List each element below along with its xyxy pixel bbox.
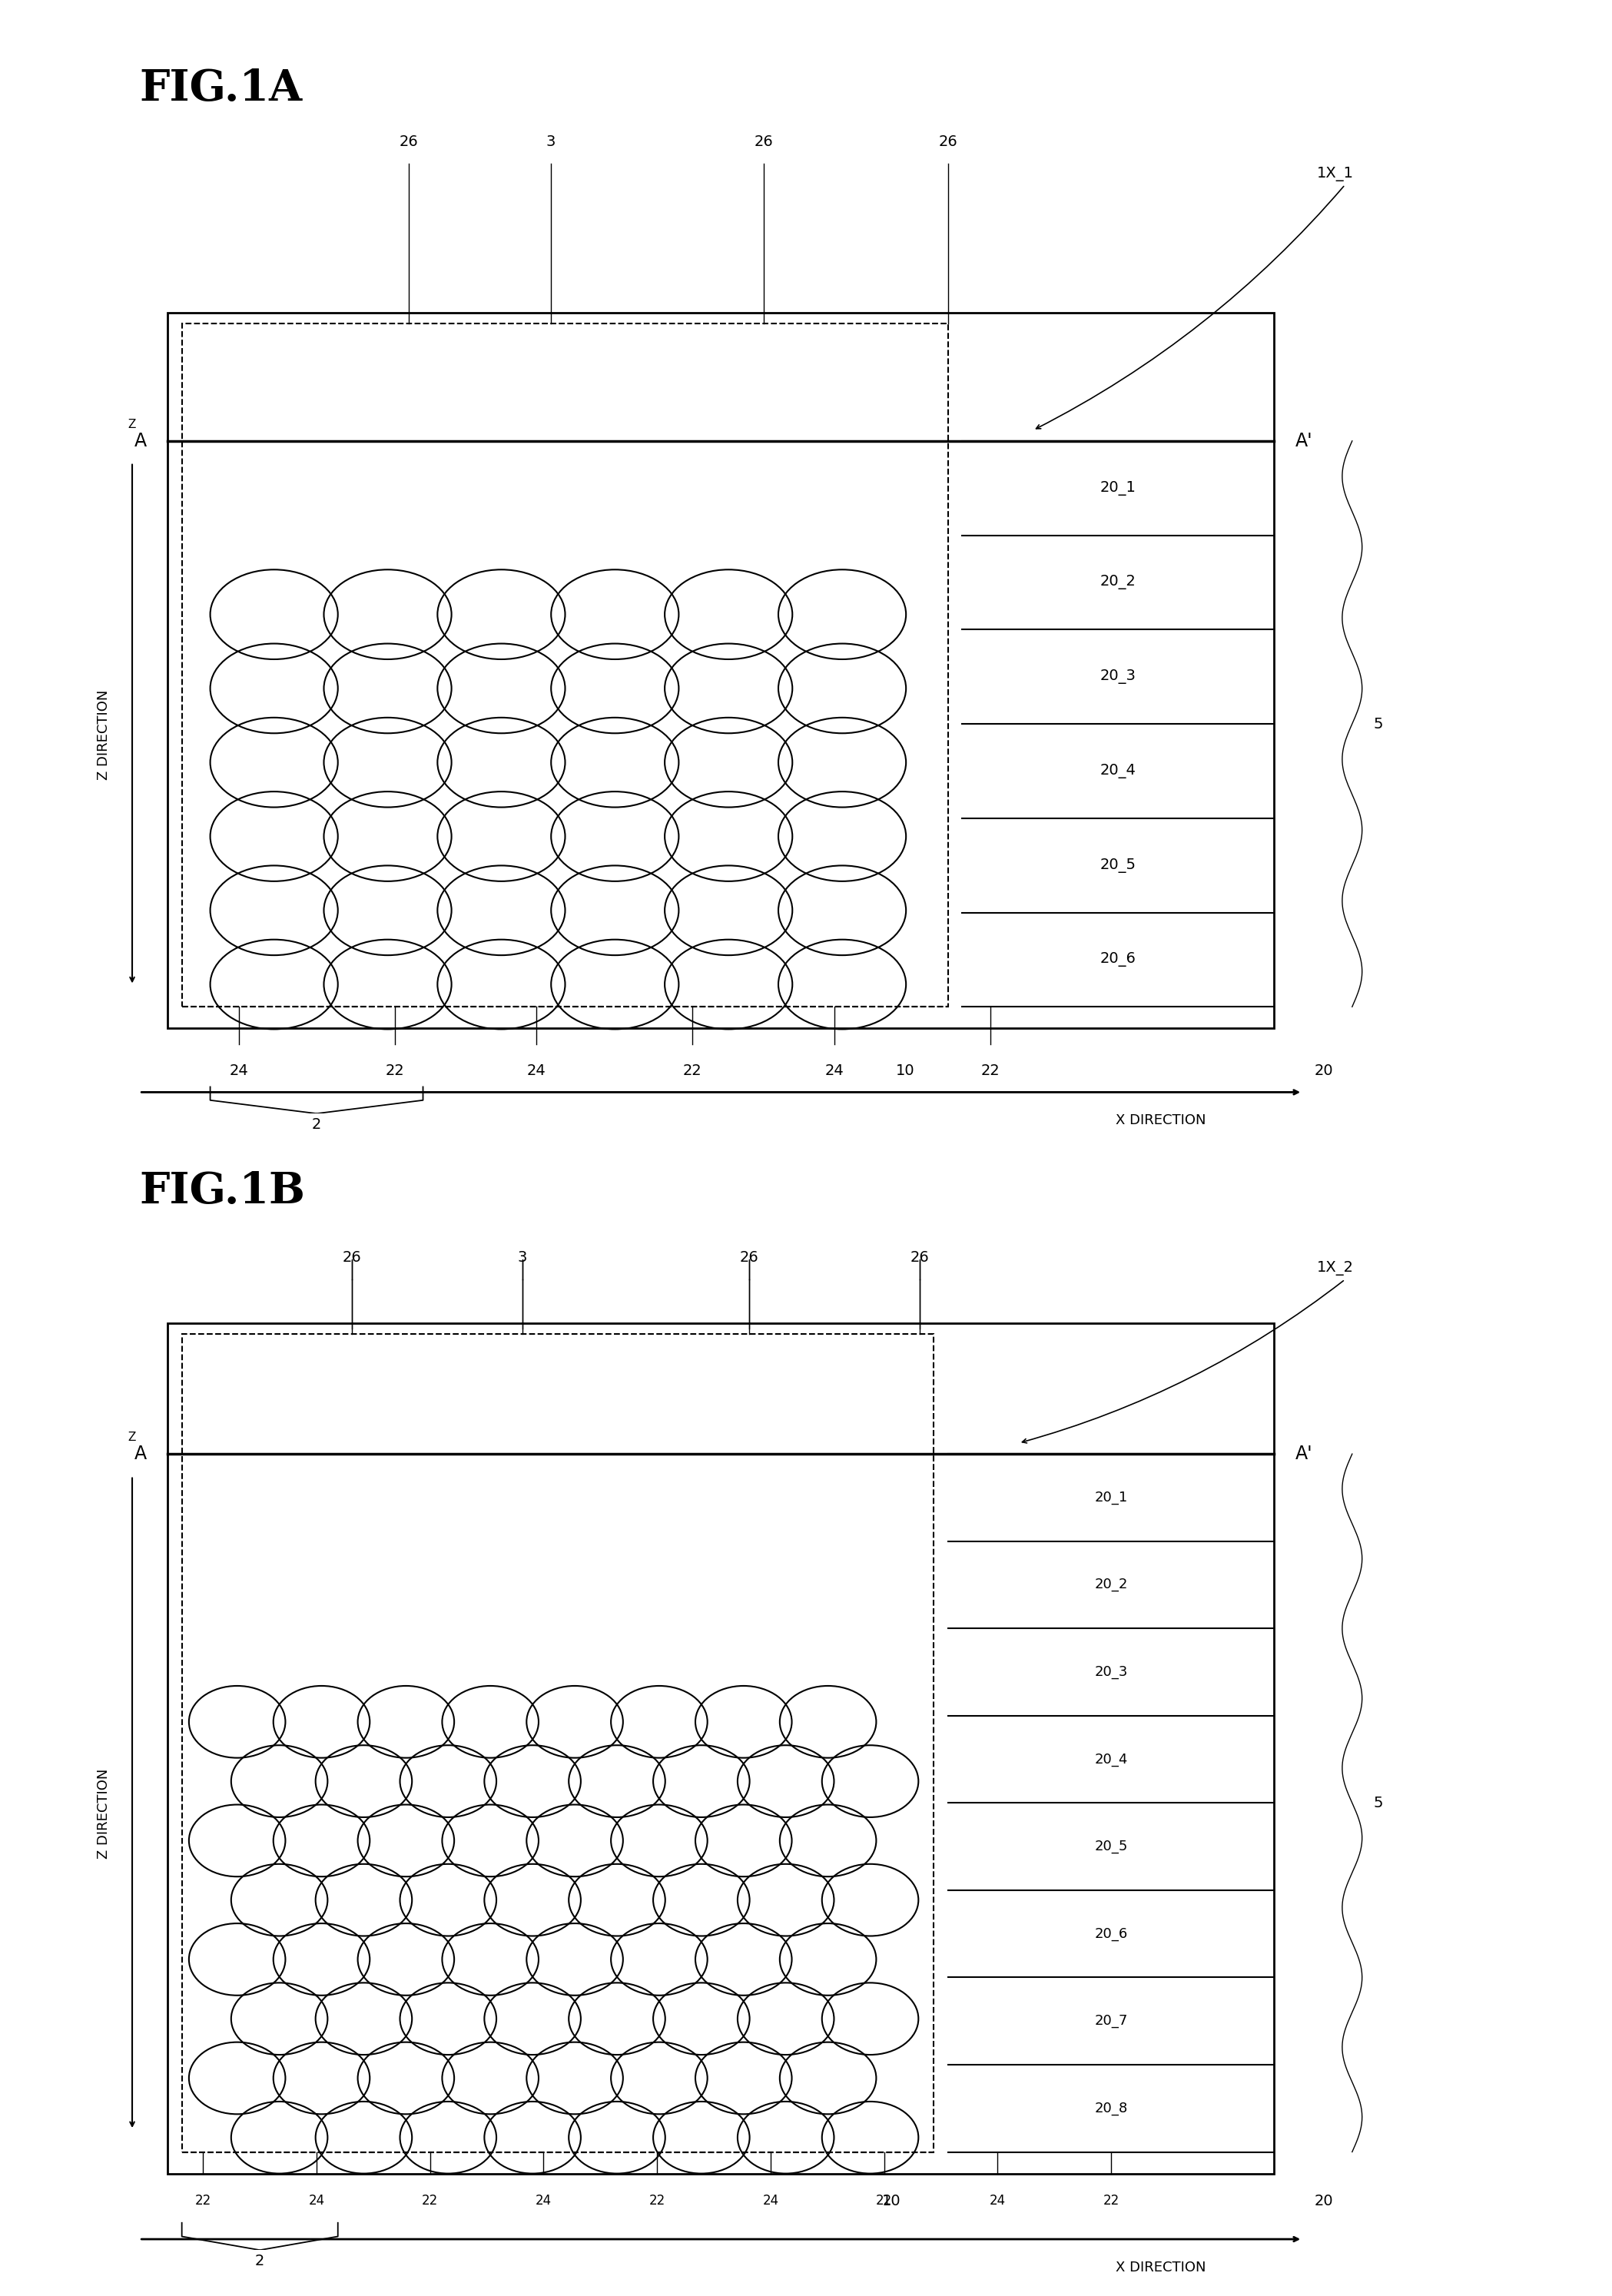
Text: 3: 3 <box>546 135 556 149</box>
Text: 20_3: 20_3 <box>1099 670 1136 684</box>
Bar <box>168 312 1273 1029</box>
Text: 3: 3 <box>517 1251 527 1265</box>
Text: A: A <box>134 1444 147 1463</box>
Text: 20_8: 20_8 <box>1095 2101 1128 2115</box>
Text: 20: 20 <box>1314 1063 1333 1079</box>
Bar <box>182 324 948 1006</box>
Text: 10: 10 <box>882 2193 901 2209</box>
Text: FIG.1A: FIG.1A <box>139 67 303 110</box>
Text: 22: 22 <box>385 1063 405 1079</box>
Text: 24: 24 <box>535 2195 551 2209</box>
Text: A': A' <box>1296 432 1312 450</box>
Text: 20_1: 20_1 <box>1099 480 1136 496</box>
Text: 26: 26 <box>740 1251 759 1265</box>
Bar <box>168 1322 1273 2174</box>
Text: 22: 22 <box>683 1063 701 1079</box>
Text: 2: 2 <box>311 1116 321 1132</box>
Text: Z DIRECTION: Z DIRECTION <box>97 1768 111 1860</box>
Text: 20_2: 20_2 <box>1099 574 1136 590</box>
Text: 24: 24 <box>229 1063 248 1079</box>
Text: A: A <box>134 432 147 450</box>
Text: 22: 22 <box>195 2195 211 2209</box>
Text: 22: 22 <box>650 2195 666 2209</box>
Bar <box>182 1334 933 2151</box>
Text: 20_3: 20_3 <box>1095 1665 1128 1678</box>
Text: 20_6: 20_6 <box>1099 953 1136 967</box>
Text: X DIRECTION: X DIRECTION <box>1116 2262 1206 2275</box>
Text: 5: 5 <box>1373 1795 1383 1809</box>
Text: 20_5: 20_5 <box>1099 859 1136 872</box>
Text: 26: 26 <box>938 135 958 149</box>
Text: 22: 22 <box>1103 2195 1119 2209</box>
Text: Z: Z <box>129 1430 135 1444</box>
Text: 24: 24 <box>990 2195 1006 2209</box>
Text: 20_4: 20_4 <box>1095 1752 1128 1766</box>
Text: 26: 26 <box>343 1251 361 1265</box>
Text: 24: 24 <box>308 2195 324 2209</box>
Text: 1X_2: 1X_2 <box>1317 1261 1354 1277</box>
Text: 26: 26 <box>911 1251 929 1265</box>
Text: X DIRECTION: X DIRECTION <box>1116 1114 1206 1127</box>
Text: 22: 22 <box>982 1063 999 1079</box>
Text: 20: 20 <box>1314 2193 1333 2209</box>
Text: 22: 22 <box>422 2195 438 2209</box>
Text: 24: 24 <box>762 2195 779 2209</box>
Text: 20_1: 20_1 <box>1095 1490 1128 1504</box>
Text: 24: 24 <box>527 1063 546 1079</box>
Text: FIG.1B: FIG.1B <box>139 1171 305 1212</box>
Text: 20_2: 20_2 <box>1095 1577 1128 1591</box>
Text: 20_5: 20_5 <box>1095 1839 1128 1853</box>
Text: 5: 5 <box>1373 716 1383 730</box>
Text: Z: Z <box>129 418 135 429</box>
Text: 1X_1: 1X_1 <box>1317 168 1354 181</box>
Text: 20_6: 20_6 <box>1095 1926 1128 1940</box>
Text: 10: 10 <box>896 1063 914 1079</box>
Text: 20_7: 20_7 <box>1095 2014 1128 2027</box>
Text: 26: 26 <box>754 135 772 149</box>
Text: 26: 26 <box>400 135 418 149</box>
Text: 2: 2 <box>255 2255 264 2268</box>
Text: Z DIRECTION: Z DIRECTION <box>97 689 111 781</box>
Text: 20_4: 20_4 <box>1099 765 1136 778</box>
Text: A': A' <box>1296 1444 1312 1463</box>
Text: 24: 24 <box>825 1063 843 1079</box>
Text: 22: 22 <box>875 2195 891 2209</box>
